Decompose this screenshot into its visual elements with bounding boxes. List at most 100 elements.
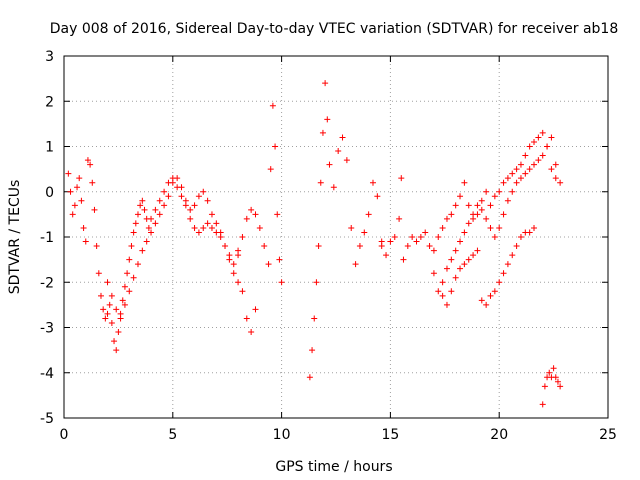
data-point xyxy=(134,211,141,218)
data-point xyxy=(535,157,542,164)
data-point xyxy=(435,288,442,295)
data-point xyxy=(417,234,424,240)
data-point xyxy=(509,170,516,177)
data-point xyxy=(187,206,194,213)
series-track-H xyxy=(539,365,564,408)
data-point xyxy=(504,261,511,268)
data-point xyxy=(252,306,259,313)
y-tick-label: -4 xyxy=(40,366,54,382)
data-point xyxy=(531,138,538,145)
data-point xyxy=(235,279,242,286)
x-tick-label: 10 xyxy=(273,427,291,443)
data-point xyxy=(539,129,546,136)
data-point xyxy=(126,288,133,295)
data-point xyxy=(124,270,131,277)
data-point xyxy=(378,243,385,250)
y-tick-label: -5 xyxy=(40,411,54,427)
data-point xyxy=(248,206,255,213)
data-point xyxy=(230,270,237,277)
data-point xyxy=(213,229,220,236)
data-point xyxy=(361,229,368,236)
data-point xyxy=(391,234,398,240)
data-point xyxy=(315,243,322,250)
data-point xyxy=(78,197,85,204)
data-point xyxy=(128,243,135,250)
data-point xyxy=(217,234,224,240)
series-track-F xyxy=(430,134,559,295)
data-point xyxy=(443,265,450,272)
data-point xyxy=(398,175,405,182)
data-point xyxy=(113,306,120,313)
data-point xyxy=(443,301,450,308)
data-point xyxy=(422,229,429,236)
data-point xyxy=(478,297,485,304)
data-point xyxy=(369,179,376,186)
x-axis-label: GPS time / hours xyxy=(275,459,392,475)
data-point xyxy=(187,215,194,222)
data-point xyxy=(487,292,494,299)
data-point xyxy=(517,175,524,182)
data-point xyxy=(69,211,76,218)
data-point xyxy=(400,256,407,263)
data-point xyxy=(104,310,111,317)
data-point xyxy=(117,315,124,322)
data-point xyxy=(387,238,394,245)
data-point xyxy=(513,179,520,186)
data-points xyxy=(65,80,564,408)
data-point xyxy=(119,297,126,304)
data-point xyxy=(174,175,181,182)
data-point xyxy=(430,247,437,254)
data-point xyxy=(104,279,111,286)
grid-lines xyxy=(64,56,608,418)
data-point xyxy=(156,211,163,218)
data-point xyxy=(409,234,416,240)
data-point xyxy=(348,224,355,231)
data-point xyxy=(278,279,285,286)
data-point xyxy=(487,224,494,231)
data-point xyxy=(256,224,263,231)
data-point xyxy=(465,220,472,227)
data-point xyxy=(541,383,548,390)
data-point xyxy=(161,188,168,195)
data-point xyxy=(548,134,555,141)
data-point xyxy=(204,197,211,204)
data-point xyxy=(152,220,159,227)
data-point xyxy=(470,252,477,259)
data-point xyxy=(121,301,128,308)
x-tick-labels: 0 5 10 15 20 25 xyxy=(60,427,617,443)
data-point xyxy=(535,134,542,141)
data-point xyxy=(461,261,468,268)
data-point xyxy=(93,243,100,250)
data-point xyxy=(552,161,559,168)
data-point xyxy=(191,202,198,209)
data-point xyxy=(526,229,533,236)
y-tick-label: -1 xyxy=(40,230,54,246)
data-point xyxy=(243,215,250,222)
data-point xyxy=(74,184,81,191)
data-point xyxy=(248,329,255,336)
data-point xyxy=(130,229,137,236)
data-point xyxy=(102,315,109,322)
data-point xyxy=(478,206,485,213)
data-point xyxy=(261,243,268,250)
data-point xyxy=(326,161,333,168)
data-point xyxy=(474,247,481,254)
y-tick-label: 3 xyxy=(45,49,54,65)
data-point xyxy=(178,184,185,191)
y-tick-label: -3 xyxy=(40,321,54,337)
data-point xyxy=(139,247,146,254)
data-point xyxy=(430,270,437,277)
data-point xyxy=(84,157,91,164)
data-point xyxy=(80,224,87,231)
x-tick-label: 25 xyxy=(599,427,617,443)
data-point xyxy=(335,148,342,155)
data-point xyxy=(413,238,420,245)
data-point xyxy=(526,143,533,150)
data-point xyxy=(470,211,477,218)
data-point xyxy=(404,243,411,250)
data-point xyxy=(65,170,72,177)
data-point xyxy=(426,243,433,250)
series-track-B xyxy=(104,175,259,336)
data-point xyxy=(265,261,272,268)
data-point xyxy=(145,224,152,231)
